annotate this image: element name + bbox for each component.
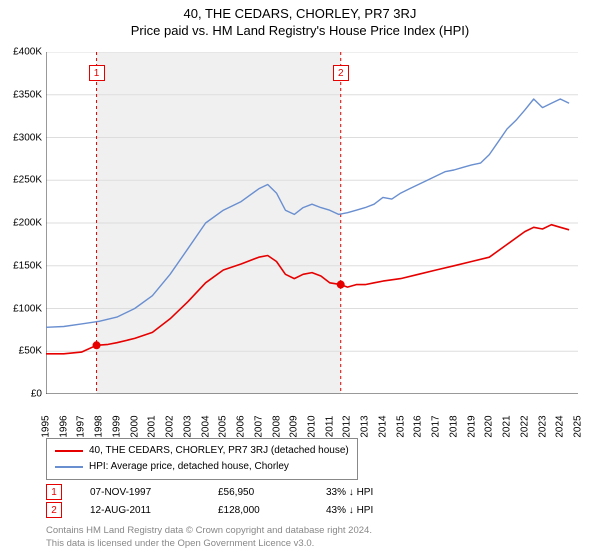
- chart-subtitle: Price paid vs. HM Land Registry's House …: [0, 23, 600, 38]
- x-tick-label: 2019: [466, 415, 477, 437]
- x-tick-label: 1995: [41, 415, 52, 437]
- event-marker-badge: 2: [333, 65, 349, 81]
- y-tick-label: £300K: [2, 132, 42, 143]
- event-badge: 2: [46, 502, 62, 518]
- x-tick-label: 2011: [324, 416, 335, 438]
- event-date: 12-AUG-2011: [90, 505, 190, 516]
- x-tick-label: 2004: [200, 415, 211, 437]
- x-tick-label: 2022: [519, 415, 530, 437]
- event-row-1: 1 07-NOV-1997 £56,950 33% ↓ HPI: [46, 484, 373, 500]
- legend-label: HPI: Average price, detached house, Chor…: [89, 459, 289, 475]
- x-tick-label: 1998: [94, 415, 105, 437]
- x-tick-label: 2024: [555, 415, 566, 437]
- legend-item-hpi: HPI: Average price, detached house, Chor…: [55, 459, 349, 475]
- event-price: £128,000: [218, 505, 298, 516]
- y-tick-label: £350K: [2, 89, 42, 100]
- legend-swatch: [55, 466, 83, 468]
- legend-label: 40, THE CEDARS, CHORLEY, PR7 3RJ (detach…: [89, 443, 349, 459]
- x-tick-label: 2000: [129, 415, 140, 437]
- x-tick-label: 1997: [76, 415, 87, 437]
- x-tick-label: 2021: [502, 415, 513, 437]
- legend-swatch: [55, 450, 83, 452]
- x-tick-label: 2012: [342, 415, 353, 437]
- event-row-2: 2 12-AUG-2011 £128,000 43% ↓ HPI: [46, 502, 373, 518]
- x-tick-label: 1996: [58, 415, 69, 437]
- y-tick-label: £200K: [2, 218, 42, 229]
- y-tick-label: £0: [2, 389, 42, 400]
- attribution: Contains HM Land Registry data © Crown c…: [46, 524, 372, 550]
- x-tick-label: 2007: [253, 415, 264, 437]
- event-price: £56,950: [218, 487, 298, 498]
- y-tick-label: £400K: [2, 47, 42, 58]
- attribution-line: Contains HM Land Registry data © Crown c…: [46, 524, 372, 537]
- x-tick-label: 2006: [236, 415, 247, 437]
- x-tick-label: 2016: [413, 415, 424, 437]
- chart: £0£50K£100K£150K£200K£250K£300K£350K£400…: [46, 52, 578, 394]
- x-tick-label: 2015: [395, 415, 406, 437]
- chart-title: 40, THE CEDARS, CHORLEY, PR7 3RJ: [0, 6, 600, 21]
- x-tick-label: 2025: [573, 415, 584, 437]
- x-tick-label: 1999: [111, 415, 122, 437]
- attribution-line: This data is licensed under the Open Gov…: [46, 537, 372, 550]
- legend-item-property: 40, THE CEDARS, CHORLEY, PR7 3RJ (detach…: [55, 443, 349, 459]
- x-tick-label: 2020: [484, 415, 495, 437]
- legend: 40, THE CEDARS, CHORLEY, PR7 3RJ (detach…: [46, 438, 358, 480]
- x-tick-label: 2002: [165, 415, 176, 437]
- x-tick-label: 2023: [537, 415, 548, 437]
- x-tick-label: 2010: [307, 415, 318, 437]
- event-delta: 33% ↓ HPI: [326, 487, 373, 498]
- x-tick-label: 2013: [360, 415, 371, 437]
- x-tick-label: 2009: [289, 415, 300, 437]
- y-tick-label: £150K: [2, 260, 42, 271]
- x-tick-label: 2008: [271, 415, 282, 437]
- y-tick-label: £50K: [2, 346, 42, 357]
- x-tick-label: 2001: [147, 415, 158, 437]
- y-tick-label: £100K: [2, 303, 42, 314]
- event-delta: 43% ↓ HPI: [326, 505, 373, 516]
- x-tick-label: 2018: [448, 415, 459, 437]
- event-date: 07-NOV-1997: [90, 487, 190, 498]
- x-tick-label: 2014: [377, 415, 388, 437]
- event-badge: 1: [46, 484, 62, 500]
- event-marker-badge: 1: [89, 65, 105, 81]
- x-tick-label: 2017: [431, 415, 442, 437]
- x-tick-label: 2005: [218, 415, 229, 437]
- chart-svg: [46, 52, 578, 394]
- y-tick-label: £250K: [2, 175, 42, 186]
- x-tick-label: 2003: [182, 415, 193, 437]
